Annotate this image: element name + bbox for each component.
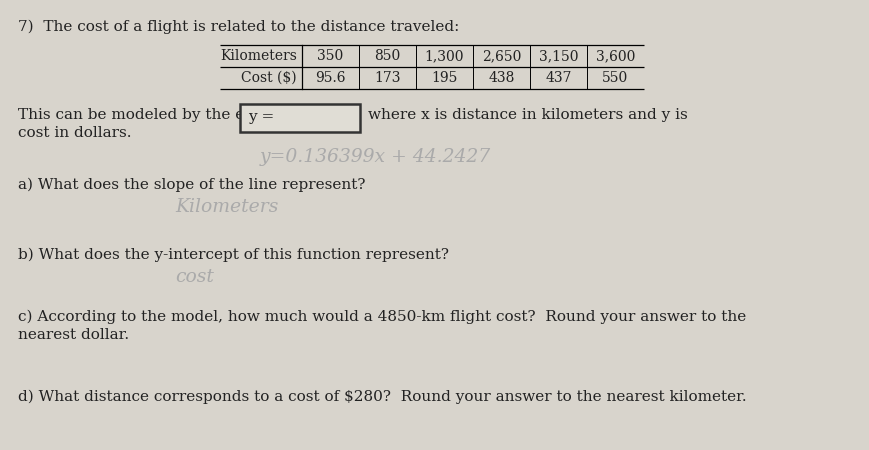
Text: y=0.136399x + 44.2427: y=0.136399x + 44.2427 [260,148,491,166]
Text: 437: 437 [545,71,571,85]
Text: 850: 850 [374,49,400,63]
Text: Kilometers: Kilometers [175,198,278,216]
Text: 3,150: 3,150 [538,49,578,63]
Text: 7)  The cost of a flight is related to the distance traveled:: 7) The cost of a flight is related to th… [18,20,459,34]
Text: where x is distance in kilometers and y is: where x is distance in kilometers and y … [368,108,687,122]
Text: 2,650: 2,650 [481,49,521,63]
Text: b) What does the y-intercept of this function represent?: b) What does the y-intercept of this fun… [18,248,448,262]
Text: cost in dollars.: cost in dollars. [18,126,131,140]
Text: c) According to the model, how much would a 4850-km flight cost?  Round your ans: c) According to the model, how much woul… [18,310,746,324]
Text: nearest dollar.: nearest dollar. [18,328,129,342]
Text: 438: 438 [488,71,514,85]
Text: y =: y = [248,110,274,124]
Bar [240,104,360,132]
Text: 95.6: 95.6 [315,71,345,85]
Text: This can be modeled by the equation: This can be modeled by the equation [18,108,302,122]
Text: Cost ($): Cost ($) [241,71,296,85]
Text: a) What does the slope of the line represent?: a) What does the slope of the line repre… [18,178,365,193]
Text: 350: 350 [317,49,343,63]
Text: 3,600: 3,600 [595,49,634,63]
Text: d) What distance corresponds to a cost of $280?  Round your answer to the neares: d) What distance corresponds to a cost o… [18,390,746,405]
Text: 173: 173 [374,71,401,85]
Text: 550: 550 [601,71,628,85]
Text: Kilometers: Kilometers [220,49,296,63]
Text: 195: 195 [431,71,457,85]
Text: 1,300: 1,300 [424,49,464,63]
Text: cost: cost [175,268,214,286]
